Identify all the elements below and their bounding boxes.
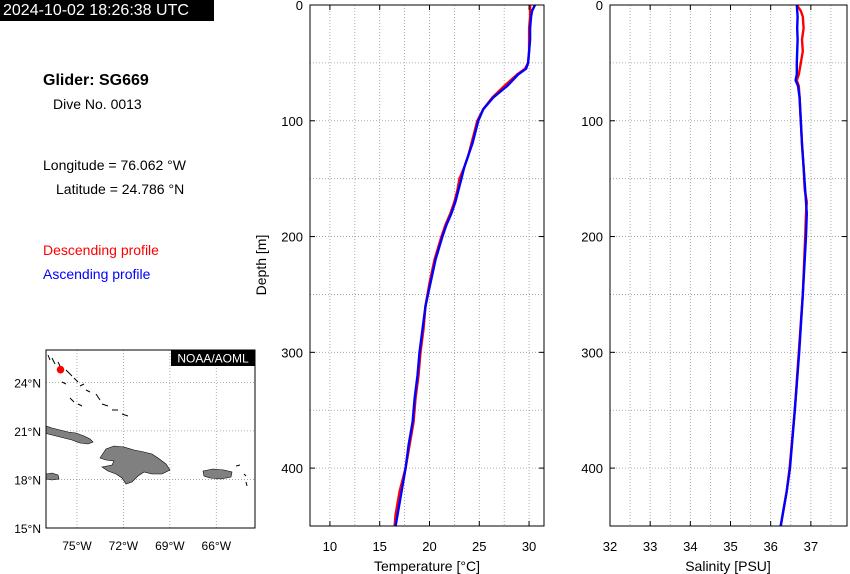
temperature-x-label: Temperature [°C]: [374, 558, 480, 574]
legend-descending: Descending profile: [43, 242, 159, 258]
land-jamaica: [46, 472, 60, 481]
y-tick-label: 100: [581, 114, 603, 129]
x-tick-label: 33: [643, 539, 657, 554]
descending-profile-line: [779, 5, 809, 526]
map-lat-label: 24°N: [14, 376, 41, 390]
y-tick-label: 400: [281, 461, 303, 476]
depth-y-label: Depth [m]: [253, 235, 269, 296]
legend-ascending: Ascending profile: [43, 266, 151, 282]
x-tick-label: 34: [683, 539, 697, 554]
map-credit-box: [171, 350, 255, 366]
latitude-readout: Latitude = 24.786 °N: [56, 181, 185, 197]
x-tick-label: 35: [723, 539, 737, 554]
x-tick-label: 32: [603, 539, 617, 554]
land-puerto-rico: [202, 468, 233, 480]
ascending-profile-line: [394, 5, 537, 526]
y-tick-label: 200: [581, 230, 603, 245]
timestamp-label: 2024-10-02 18:26:38 UTC: [0, 0, 214, 21]
x-tick-label: 30: [522, 539, 536, 554]
y-tick-label: 300: [581, 345, 603, 360]
x-tick-label: 25: [472, 539, 486, 554]
land-hispaniola: [99, 445, 171, 485]
x-tick-label: 37: [804, 539, 818, 554]
y-tick-label: 200: [281, 230, 303, 245]
ascending-profile-line: [779, 5, 809, 526]
x-tick-label: 10: [323, 539, 337, 554]
map-lon-label: 75°W: [62, 539, 92, 553]
x-tick-label: 36: [763, 539, 777, 554]
land-bahamas: [47, 354, 248, 487]
y-tick-label: 300: [281, 345, 303, 360]
y-tick-label: 100: [281, 114, 303, 129]
y-tick-label: 0: [596, 0, 603, 13]
y-tick-label: 400: [581, 461, 603, 476]
map-lon-label: 66°W: [202, 539, 232, 553]
salinity-x-label: Salinity [PSU]: [685, 558, 771, 574]
land-cuba: [46, 425, 94, 445]
map-credit: NOAA/AOML: [177, 352, 249, 366]
temperature-profile-chart: 10 15 20 25 30 0 100 200 300 400 Temperature [°C…: [253, 0, 545, 574]
temperature-frame: [309, 4, 545, 527]
salinity-frame: [609, 4, 848, 527]
x-tick-label: 15: [372, 539, 386, 554]
location-map: NOAA/AOML 24°N 21°N 18°N 15°N 75°W 72°W 69°W 6…: [14, 349, 256, 553]
glider-title: Glider: SG669: [43, 72, 149, 89]
map-lon-label: 72°W: [109, 539, 139, 553]
map-lon-label: 69°W: [155, 539, 185, 553]
x-tick-label: 20: [422, 539, 436, 554]
map-frame: [45, 349, 256, 529]
dive-number: Dive No. 0013: [53, 96, 142, 112]
salinity-gridlines: [609, 4, 847, 527]
map-lat-label: 21°N: [14, 425, 41, 439]
salinity-profile-chart: 32 33 34 35 36 37 0 100 200 300 400 Salinity [PSU…: [581, 0, 848, 574]
map-lat-label: 15°N: [14, 522, 41, 536]
longitude-readout: Longitude = 76.062 °W: [43, 157, 186, 173]
map-lat-label: 18°N: [14, 473, 41, 487]
glider-location-marker: [56, 365, 65, 374]
y-tick-label: 0: [296, 0, 303, 13]
map-land: [46, 354, 248, 487]
